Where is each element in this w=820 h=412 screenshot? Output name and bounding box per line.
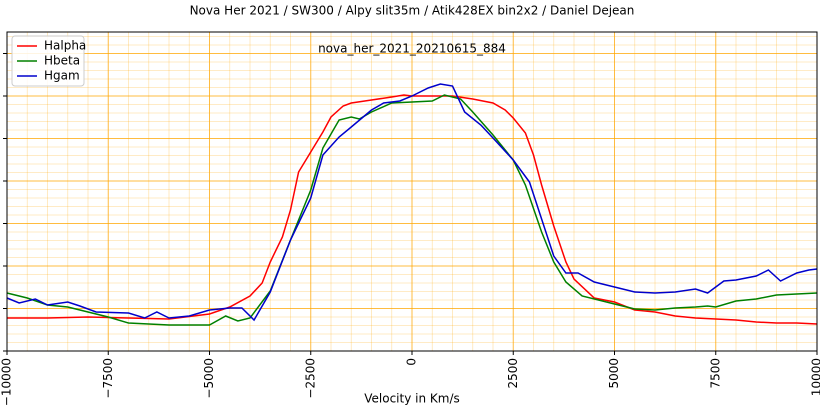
plot-frame <box>6 31 818 352</box>
plot <box>6 83 818 326</box>
x-tick-label: 5000 <box>607 358 621 389</box>
x-tick-label: 0 <box>405 358 419 366</box>
series-line <box>6 94 818 326</box>
series-line <box>6 83 818 322</box>
legend-box <box>11 35 85 87</box>
x-tick-label: −2500 <box>303 358 317 399</box>
x-tick-label: 7500 <box>708 358 722 389</box>
x-tick-label: −10000 <box>0 358 14 406</box>
x-tick-label: −7500 <box>101 358 115 399</box>
x-tick-label: 10000 <box>810 358 820 396</box>
x-tick-label: 2500 <box>506 358 520 389</box>
chart-title: Nova Her 2021 / SW300 / Alpy slit35m / A… <box>190 4 635 18</box>
annotation: nova_her_2021_20210615_884 <box>318 42 506 56</box>
legend-label: Halpha <box>44 39 86 53</box>
legend-label: Hbeta <box>44 54 80 68</box>
grid: −10000 −7500 −5000 −2500 0 2500 5000 7500 10000 <box>0 32 820 406</box>
legend-label: Hgam <box>44 69 80 83</box>
x-tick-label: −5000 <box>202 358 216 399</box>
x-axis-label: Velocity in Km/s <box>364 392 460 406</box>
